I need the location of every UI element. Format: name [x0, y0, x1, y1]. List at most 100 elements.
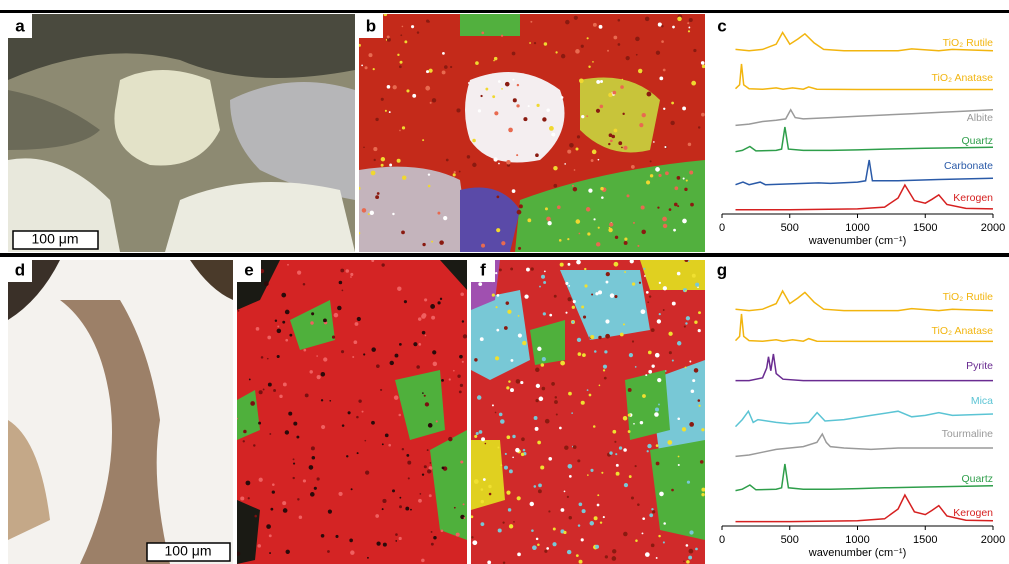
speckle [509, 469, 513, 473]
speckle [624, 271, 626, 273]
speckle [395, 533, 398, 536]
speckle [536, 384, 540, 388]
speckle [542, 357, 546, 361]
speckle [243, 440, 245, 442]
speckle [663, 309, 665, 311]
x-axis-label: wavenumber (cm⁻¹) [808, 547, 907, 559]
speckle [683, 178, 685, 180]
speckle [480, 337, 484, 341]
speckle [615, 321, 618, 324]
speckle [689, 422, 694, 427]
speckle [513, 98, 517, 102]
speckle [381, 98, 384, 101]
speckle [516, 104, 519, 107]
speckle [504, 466, 508, 470]
speckle [399, 497, 401, 499]
speckle [385, 433, 389, 437]
speckle [282, 321, 285, 324]
speckle [701, 113, 705, 117]
speckle [692, 274, 696, 278]
speckle [335, 535, 338, 538]
speckle [543, 312, 546, 315]
scale-bar-label: 100 μm [32, 231, 79, 247]
speckle [517, 496, 521, 500]
speckle [475, 61, 479, 65]
speckle [544, 270, 546, 272]
speckle [402, 175, 406, 179]
x-tick-label: 500 [781, 222, 799, 234]
speckle [375, 118, 378, 121]
speckle [672, 26, 675, 29]
spectrum [736, 411, 994, 426]
speckle [402, 448, 404, 450]
speckle [603, 516, 605, 518]
speckle [612, 430, 616, 434]
speckle [267, 358, 269, 360]
speckle [494, 57, 497, 60]
speckle [256, 327, 260, 331]
speckle [392, 489, 395, 492]
speckle [288, 412, 292, 416]
speckle [650, 160, 652, 162]
speckle [619, 446, 622, 449]
speckle [663, 108, 665, 110]
speckle [431, 316, 435, 320]
speckle [375, 195, 379, 199]
speckle [594, 350, 597, 353]
speckle [637, 503, 640, 506]
speckle [310, 492, 315, 497]
speckle [406, 89, 409, 92]
speckle [618, 141, 622, 145]
speckle [357, 452, 359, 454]
speckle [516, 154, 518, 156]
speckle [610, 139, 613, 142]
speckle [698, 399, 701, 402]
speckle [605, 555, 608, 558]
speckle [645, 552, 650, 557]
speckle [690, 203, 694, 207]
speckle [474, 358, 477, 361]
speckle [289, 334, 292, 337]
speckle [363, 353, 365, 355]
speckle [373, 68, 375, 70]
speckle [599, 385, 601, 387]
speckle [671, 102, 674, 105]
speckle [671, 489, 674, 492]
speckle [437, 212, 440, 215]
speckle [561, 54, 565, 58]
speckle [311, 446, 315, 450]
speckle [568, 285, 570, 287]
speckle [537, 441, 541, 445]
speckle [481, 437, 485, 441]
speckle [578, 352, 582, 356]
speckle [633, 423, 635, 425]
speckle [332, 336, 335, 339]
speckle [609, 222, 613, 226]
speckle [677, 341, 681, 345]
speckle [380, 389, 382, 391]
speckle [424, 465, 427, 468]
speckle [432, 350, 436, 354]
speckle [555, 396, 557, 398]
speckle [371, 347, 375, 351]
speckle [554, 295, 557, 298]
speckle [630, 259, 634, 263]
speckle [317, 477, 320, 480]
speckle [576, 148, 579, 151]
speckle [431, 543, 434, 546]
speckle [425, 86, 430, 91]
speckle [312, 456, 316, 460]
speckle [350, 550, 354, 554]
speckle [397, 159, 401, 163]
speckle [535, 427, 539, 431]
x-tick-label: 0 [719, 534, 725, 546]
speckle [587, 232, 590, 235]
speckle [381, 157, 385, 161]
speckle [535, 368, 539, 372]
speckle [250, 401, 255, 406]
speckle [560, 263, 564, 267]
speckle [614, 262, 619, 267]
speckle [277, 355, 280, 358]
speckle [642, 394, 646, 398]
speckle [540, 465, 544, 469]
